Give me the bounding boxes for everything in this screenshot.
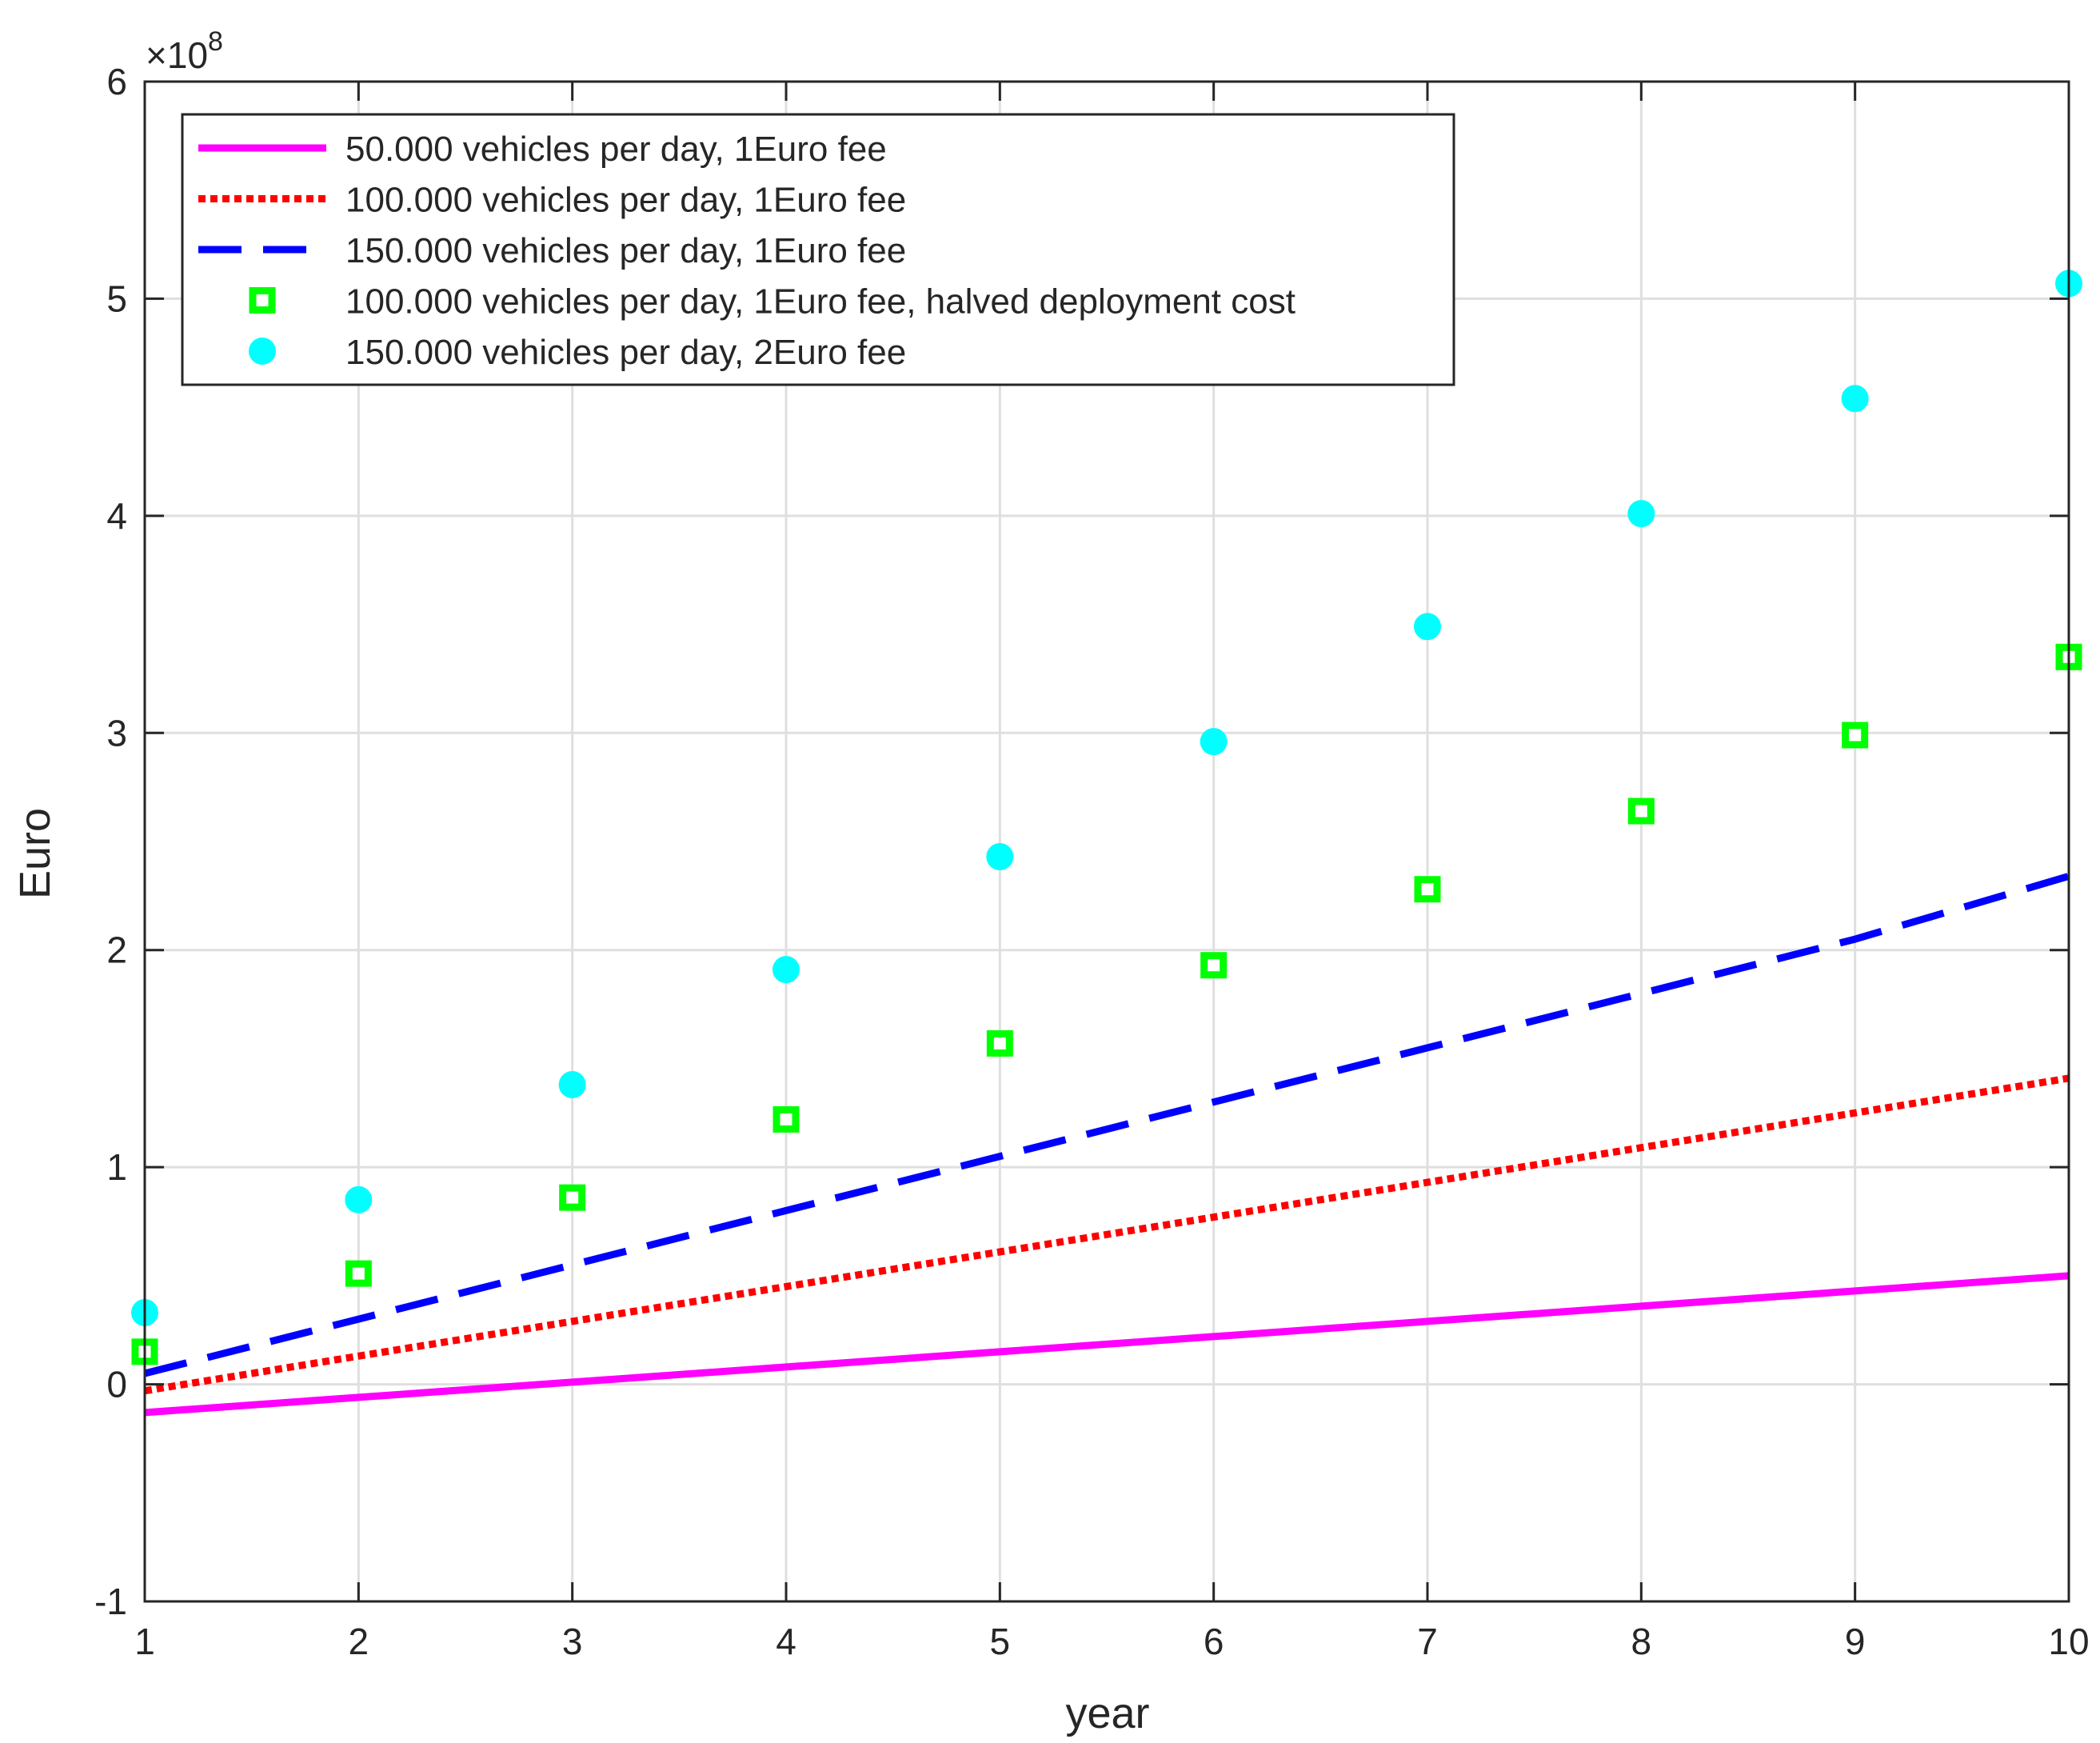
x-tick-label: 9: [1845, 1621, 1866, 1662]
x-tick-label: 5: [990, 1621, 1011, 1662]
legend-entry-3: 150.000 vehicles per day, 1Euro fee: [198, 231, 906, 270]
series-4-point: [773, 1105, 800, 1133]
legend-label: 50.000 vehicles per day, 1Euro fee: [345, 130, 887, 169]
y-tick-label: 4: [106, 495, 127, 537]
x-tick-label: 7: [1417, 1621, 1438, 1662]
legend-swatch: [249, 338, 276, 365]
series-4-point: [1414, 876, 1441, 903]
series-5-point: [773, 956, 800, 984]
x-tick-label: 3: [562, 1621, 583, 1662]
y-tick-label: -1: [94, 1581, 127, 1622]
y-tick-label: 5: [106, 278, 127, 319]
x-tick-label: 6: [1204, 1621, 1224, 1662]
legend-label: 150.000 vehicles per day, 1Euro fee: [345, 231, 906, 270]
series-5-point: [558, 1071, 586, 1098]
series-5-point: [1414, 613, 1441, 641]
series-5-point: [1627, 500, 1655, 528]
y-tick-label: 3: [106, 712, 127, 754]
series-5-point: [1200, 728, 1228, 756]
y-axis-label: Euro: [11, 808, 59, 899]
plot-frame: [143, 80, 2070, 1603]
legend-entry-5: 150.000 vehicles per day, 2Euro fee: [249, 333, 906, 372]
series-4-point: [1200, 952, 1228, 979]
y-tick-label: 6: [106, 61, 127, 102]
y-scale-base: ×10: [146, 34, 208, 76]
legend-entry-1: 50.000 vehicles per day, 1Euro fee: [198, 130, 887, 169]
series-5-point: [345, 1185, 373, 1213]
x-axis-label: year: [1065, 1689, 1149, 1737]
series-4-point: [1842, 722, 1869, 749]
legend-entry-2: 100.000 vehicles per day, 1Euro fee: [198, 181, 906, 220]
y-tick-label: 1: [106, 1146, 127, 1188]
x-tick-label: 1: [134, 1621, 155, 1662]
legend-box: [181, 113, 1455, 386]
y-tick-labels: -1 0 1 2 3 4 5 6: [94, 61, 127, 1622]
legend-label: 150.000 vehicles per day, 2Euro fee: [345, 333, 906, 372]
legend-entry-4: 100.000 vehicles per day, 1Euro fee, hal…: [249, 282, 1296, 322]
y-scale-exponent: ×108: [146, 26, 223, 76]
series-2: [144, 1074, 2070, 1395]
axis-ticks: [143, 80, 2070, 1603]
y-tick-label: 2: [106, 929, 127, 971]
legend-label: 100.000 vehicles per day, 1Euro fee: [345, 181, 906, 220]
series-5-point: [986, 843, 1014, 870]
series-5: [131, 270, 2082, 1326]
series-5-point: [1841, 385, 1869, 413]
y-scale-power: 8: [208, 26, 223, 57]
series-4-point: [1627, 798, 1655, 825]
series-4-point: [986, 1029, 1013, 1057]
x-tick-label: 2: [349, 1621, 369, 1662]
series-4-point: [345, 1260, 372, 1287]
series-4-point: [559, 1184, 586, 1211]
data-series: [131, 270, 2082, 1417]
series-3: [143, 873, 2070, 1377]
legend: 50.000 vehicles per day, 1Euro fee 100.00…: [181, 113, 1455, 386]
series-1: [144, 1272, 2070, 1417]
series-2-line: [144, 1074, 2070, 1395]
y-tick-label: 0: [106, 1364, 127, 1405]
x-tick-label: 4: [776, 1621, 796, 1662]
series-3-line: [143, 873, 2070, 1377]
x-tick-label: 10: [2048, 1621, 2089, 1662]
x-tick-label: 8: [1631, 1621, 1652, 1662]
legend-swatch: [249, 287, 276, 314]
legend-label: 100.000 vehicles per day, 1Euro fee, hal…: [345, 282, 1296, 322]
series-1-line: [144, 1272, 2070, 1417]
x-tick-labels: 1 2 3 4 5 6 7 8 9 10: [134, 1621, 2089, 1662]
legend-entries: 50.000 vehicles per day, 1Euro fee 100.00…: [198, 130, 1296, 372]
